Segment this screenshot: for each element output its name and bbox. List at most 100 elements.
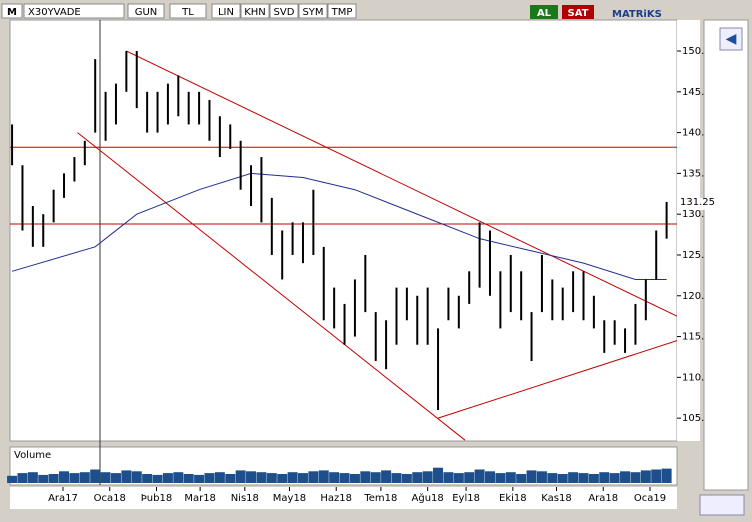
date-axis bbox=[10, 487, 677, 509]
volume-bar bbox=[401, 474, 412, 483]
volume-bar bbox=[266, 473, 277, 483]
buy-label: AL bbox=[537, 8, 552, 19]
volume-bar bbox=[162, 473, 173, 483]
volume-bar bbox=[526, 470, 537, 483]
y-tick-label: 115. bbox=[682, 332, 704, 343]
volume-bar bbox=[433, 467, 444, 483]
volume-bar bbox=[620, 471, 631, 483]
x-tick-label: May18 bbox=[273, 493, 306, 504]
volume-bar bbox=[536, 471, 547, 483]
volume-bar bbox=[349, 474, 360, 483]
volume-bar bbox=[547, 473, 558, 483]
volume-bar bbox=[360, 471, 371, 483]
volume-bar bbox=[48, 474, 59, 483]
trend-line bbox=[126, 50, 677, 317]
volume-bar bbox=[391, 473, 402, 483]
sync-button[interactable] bbox=[699, 494, 745, 516]
toolbar-button[interactable] bbox=[327, 3, 357, 19]
y-tick-label: 130. bbox=[682, 209, 704, 220]
volume-bar bbox=[443, 472, 454, 483]
volume-bar bbox=[651, 469, 662, 483]
sell-button[interactable] bbox=[562, 5, 594, 19]
y-tick-label: 135. bbox=[682, 168, 704, 179]
toolbar-button[interactable] bbox=[127, 3, 165, 19]
volume-bar bbox=[277, 474, 288, 483]
toolbar-button[interactable] bbox=[211, 3, 241, 19]
volume-bar bbox=[329, 472, 340, 483]
volume-bar bbox=[110, 473, 121, 483]
logo: M bbox=[7, 7, 17, 18]
volume-bar bbox=[308, 471, 319, 483]
volume-bar bbox=[204, 473, 215, 483]
x-tick-label: Ara17 bbox=[48, 493, 78, 504]
volume-bar bbox=[69, 473, 80, 483]
symbol-box[interactable] bbox=[23, 3, 125, 19]
toolbar-button[interactable] bbox=[240, 3, 270, 19]
volume-bar bbox=[412, 472, 423, 483]
toolbar-button[interactable] bbox=[298, 3, 328, 19]
volume-bar bbox=[214, 472, 225, 483]
volume-bar bbox=[557, 474, 568, 483]
volume-bar bbox=[516, 474, 527, 483]
x-tick-label: Mar18 bbox=[184, 493, 216, 504]
volume-bar bbox=[318, 470, 329, 483]
volume-bar bbox=[505, 472, 516, 483]
x-tick-label: Nis18 bbox=[231, 493, 259, 504]
toolbar: M X30YVADE GUN TL LIN KHN SVD SYM TMP AL SAT MATRiK… bbox=[1, 3, 662, 20]
volume-bar bbox=[246, 471, 257, 483]
x-tick-label: Þub18 bbox=[141, 493, 172, 504]
volume-bar bbox=[578, 473, 589, 483]
moving-average bbox=[11, 172, 667, 280]
x-tick-label: Kas18 bbox=[541, 493, 571, 504]
volume-bar bbox=[173, 472, 184, 483]
x-tick-label: Haz18 bbox=[320, 493, 352, 504]
collapse-button[interactable] bbox=[719, 27, 743, 51]
toolbar-button-label: LIN bbox=[218, 7, 234, 18]
y-tick-label: 110. bbox=[682, 372, 704, 383]
volume-bar bbox=[79, 472, 90, 483]
x-tick-label: Eki18 bbox=[499, 493, 527, 504]
y-tick-label: 120. bbox=[682, 291, 704, 302]
volume-bar bbox=[142, 474, 153, 483]
toolbar-button[interactable] bbox=[169, 3, 207, 19]
volume-bar bbox=[59, 471, 70, 483]
volume-bar bbox=[235, 470, 246, 483]
x-tick-label: Oca19 bbox=[634, 493, 666, 504]
symbol: X30YVADE bbox=[28, 7, 81, 18]
volume-bar bbox=[568, 472, 579, 483]
trend-line bbox=[77, 132, 466, 441]
volume-bar bbox=[152, 474, 163, 483]
arrow-icon: ◀ bbox=[726, 31, 737, 47]
plot: 105. 110. 115. 120. 125. 130. 135. 140. 145. 150.… bbox=[7, 20, 715, 504]
x-tick-label: Ağu18 bbox=[412, 492, 444, 504]
brand: MATRiKS bbox=[612, 9, 662, 20]
volume-bar bbox=[90, 469, 101, 483]
volume-bar bbox=[121, 470, 132, 483]
volume-bar bbox=[287, 472, 298, 483]
volume-label: Volume bbox=[14, 450, 51, 461]
toolbar-button[interactable] bbox=[269, 3, 299, 19]
toolbar-button-label: TMP bbox=[331, 7, 353, 18]
buy-button[interactable] bbox=[530, 5, 558, 19]
volume-bar bbox=[464, 472, 475, 483]
toolbar-button-label: TL bbox=[181, 7, 194, 18]
volume-bar bbox=[370, 472, 381, 483]
volume-bar bbox=[599, 472, 610, 483]
volume-bar bbox=[27, 472, 38, 483]
toolbar-button-label: SYM bbox=[302, 7, 323, 18]
volume-bar bbox=[131, 471, 142, 483]
last-price-box bbox=[678, 197, 714, 210]
volume-bar bbox=[630, 472, 641, 483]
side-panel bbox=[703, 19, 749, 491]
volume-bar bbox=[297, 473, 308, 483]
y-tick-label: 125. bbox=[682, 250, 704, 261]
y-tick-label: 140. bbox=[682, 128, 704, 139]
y-tick-label: 105. bbox=[682, 413, 704, 424]
volume-bar bbox=[17, 473, 28, 483]
volume-bar bbox=[588, 474, 599, 483]
volume-bar bbox=[422, 471, 433, 483]
volume-bar bbox=[339, 473, 350, 483]
volume-bar bbox=[474, 469, 485, 483]
trend-line bbox=[437, 340, 677, 419]
